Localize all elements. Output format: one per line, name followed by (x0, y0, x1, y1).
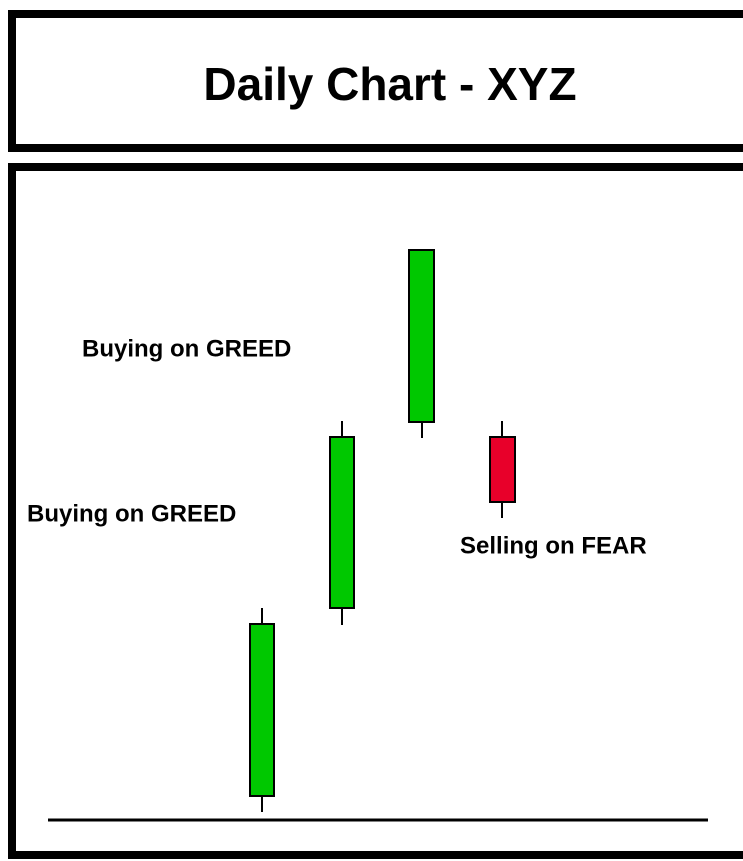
candle-body (249, 623, 275, 797)
annotation: Buying on GREED (27, 500, 236, 527)
candle-body (408, 249, 435, 423)
annotation: Buying on GREED (82, 335, 291, 362)
candle-body (489, 436, 516, 503)
title: Daily Chart - XYZ (203, 58, 576, 110)
title-box (8, 10, 743, 152)
candle-body (329, 436, 355, 609)
annotation: Selling on FEAR (460, 532, 647, 559)
chart-box (8, 163, 743, 859)
